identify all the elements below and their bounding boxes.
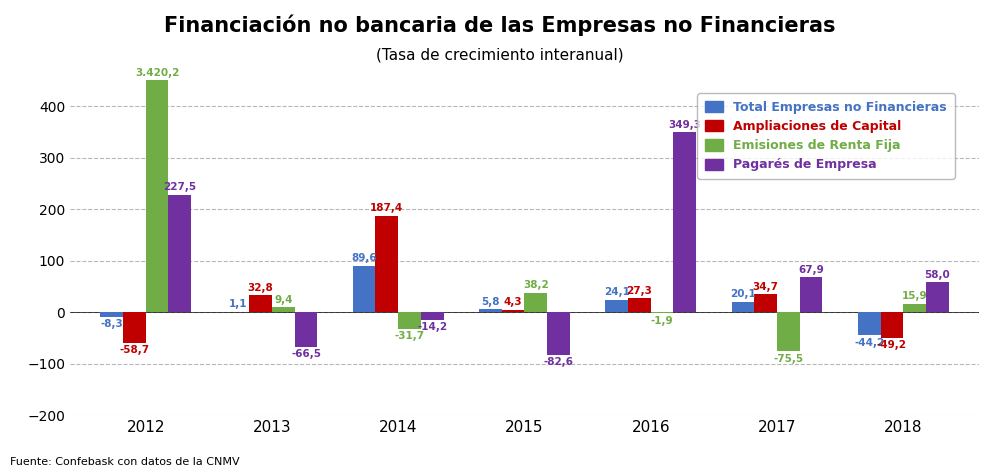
Text: 67,9: 67,9 xyxy=(798,265,824,275)
Text: -75,5: -75,5 xyxy=(773,354,803,364)
Text: 4,3: 4,3 xyxy=(503,297,522,307)
Bar xyxy=(272,307,295,312)
Bar xyxy=(800,277,822,312)
Bar xyxy=(399,312,421,329)
Bar xyxy=(605,300,628,312)
Bar xyxy=(628,298,650,312)
Text: 9,4: 9,4 xyxy=(274,295,293,305)
Bar xyxy=(858,312,880,335)
Bar xyxy=(777,312,800,351)
Text: -8,3: -8,3 xyxy=(100,319,123,329)
Bar xyxy=(295,312,318,346)
Bar xyxy=(880,312,903,337)
Text: Financiación no bancaria de las Empresas no Financieras: Financiación no bancaria de las Empresas… xyxy=(164,14,835,36)
Text: -31,7: -31,7 xyxy=(395,331,425,341)
Bar xyxy=(169,195,191,312)
Text: 38,2: 38,2 xyxy=(522,280,548,290)
Bar xyxy=(754,295,777,312)
Text: 1,1: 1,1 xyxy=(229,299,247,309)
Bar xyxy=(146,80,169,312)
Text: 32,8: 32,8 xyxy=(248,283,274,293)
Text: Fuente: Confebask con datos de la CNMV: Fuente: Confebask con datos de la CNMV xyxy=(10,457,240,467)
Bar xyxy=(501,310,524,312)
Bar xyxy=(100,312,123,317)
Text: 58,0: 58,0 xyxy=(924,270,950,280)
Bar xyxy=(650,312,673,313)
Bar xyxy=(123,312,146,343)
Bar xyxy=(731,302,754,312)
Text: -82,6: -82,6 xyxy=(543,357,573,367)
Bar xyxy=(376,216,399,312)
Text: -66,5: -66,5 xyxy=(291,349,321,359)
Bar xyxy=(249,295,272,312)
Text: -58,7: -58,7 xyxy=(119,345,150,355)
Text: 20,1: 20,1 xyxy=(730,289,756,299)
Text: 5,8: 5,8 xyxy=(482,297,500,307)
Text: -44,2: -44,2 xyxy=(854,337,884,347)
Bar xyxy=(480,309,501,312)
Bar xyxy=(903,304,926,312)
Text: 227,5: 227,5 xyxy=(163,182,197,193)
Text: 3.420,2: 3.420,2 xyxy=(135,67,179,78)
Text: 89,6: 89,6 xyxy=(352,253,377,263)
Text: 34,7: 34,7 xyxy=(752,282,778,292)
Text: -49,2: -49,2 xyxy=(877,340,907,350)
Text: -14,2: -14,2 xyxy=(418,322,448,332)
Text: 187,4: 187,4 xyxy=(371,203,404,213)
Legend: Total Empresas no Financieras, Ampliaciones de Capital, Emisiones de Renta Fija,: Total Empresas no Financieras, Ampliacio… xyxy=(697,93,955,179)
Bar xyxy=(926,282,949,312)
Text: -1,9: -1,9 xyxy=(650,316,673,326)
Bar xyxy=(524,293,547,312)
Text: 349,3: 349,3 xyxy=(668,119,701,130)
Bar xyxy=(673,132,696,312)
Text: (Tasa de crecimiento interanual): (Tasa de crecimiento interanual) xyxy=(376,47,623,62)
Text: 27,3: 27,3 xyxy=(626,286,652,295)
Bar xyxy=(353,266,376,312)
Bar xyxy=(547,312,570,355)
Text: 15,9: 15,9 xyxy=(902,292,927,302)
Text: 24,1: 24,1 xyxy=(603,287,629,297)
Bar xyxy=(421,312,444,320)
